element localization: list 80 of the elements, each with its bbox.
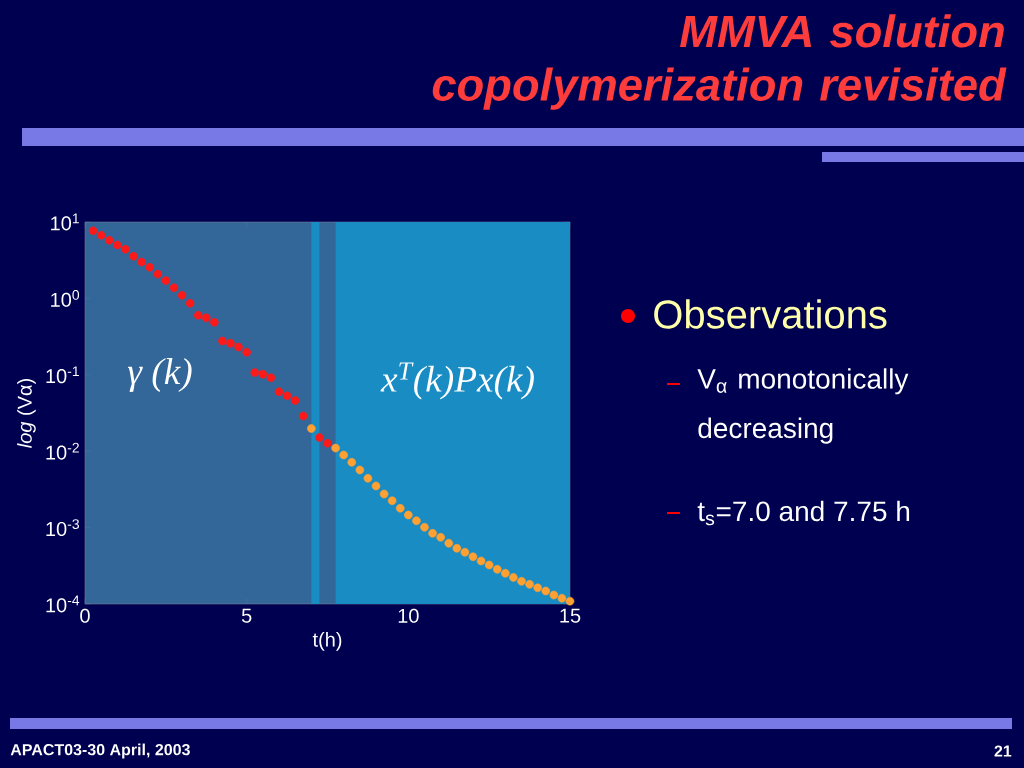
point: [420, 523, 429, 532]
point: [476, 556, 486, 566]
point: [444, 538, 454, 548]
point: [395, 504, 405, 513]
point: [549, 590, 559, 600]
x-tick-label: 0: [80, 608, 90, 623]
point: [541, 586, 551, 596]
point: [533, 583, 542, 593]
x-axis-title: t(h): [312, 632, 342, 651]
point: [290, 396, 300, 405]
point: [274, 387, 284, 396]
point: [492, 565, 502, 574]
point: [379, 489, 389, 499]
point: [210, 318, 219, 327]
point: [161, 276, 171, 285]
y-tick-label: 10$^{-3}$: [46, 519, 80, 537]
point: [113, 240, 122, 250]
x-tick-label: 5: [241, 608, 252, 623]
point: [96, 231, 106, 240]
point: [282, 391, 292, 401]
point: [412, 516, 421, 525]
point: [250, 368, 260, 377]
point: [258, 369, 268, 379]
x-tick-label: 15: [560, 608, 581, 623]
point: [525, 580, 534, 589]
point: [517, 577, 526, 586]
point: [185, 299, 195, 308]
y-tick-label: 10$^{0}$: [51, 289, 80, 307]
text: V$_{α}$ monotonically decreasing: [697, 368, 909, 444]
y-tick-label: 10$^{-2}$: [46, 442, 79, 460]
point: [298, 411, 308, 421]
text: t$_{s}$=7.0 and 7.75 h: [697, 500, 910, 526]
point: [129, 252, 138, 261]
point: [226, 339, 235, 348]
point: [371, 481, 381, 491]
point: [404, 510, 413, 520]
point: [104, 236, 114, 245]
point: [331, 443, 340, 453]
text: MMVA solution copolymerization revisited: [432, 14, 1007, 110]
point: [565, 596, 575, 606]
point: [177, 290, 187, 300]
text: 21: [994, 745, 1012, 757]
point: [234, 342, 243, 352]
point: [509, 573, 518, 582]
y-tick-label: 10$^{-4}$: [46, 595, 80, 613]
point: [307, 424, 316, 433]
point: [242, 348, 251, 357]
point: [484, 560, 494, 570]
point: [88, 226, 98, 235]
point: [193, 311, 203, 320]
point: [460, 548, 470, 557]
point: [363, 474, 373, 483]
text: Observations: [654, 299, 887, 329]
point: [169, 283, 179, 292]
point: [452, 544, 462, 553]
x-tick-label: 10: [398, 608, 419, 623]
annotation: γ (k): [127, 358, 192, 392]
point: [428, 529, 437, 538]
point: [218, 336, 227, 346]
point: [201, 313, 211, 323]
point: [468, 552, 478, 561]
point: [315, 433, 324, 442]
y-axis-title: log (Vα): [17, 379, 36, 448]
point: [557, 593, 567, 603]
y-tick-label: 10$^{-1}$: [46, 366, 79, 384]
point: [355, 465, 365, 475]
point: [137, 257, 146, 267]
point: [387, 496, 397, 505]
point: [347, 458, 357, 467]
annotation: x$^{T}$(k)Px(k): [380, 362, 534, 400]
point: [153, 269, 163, 279]
point: [121, 244, 130, 254]
text: APACT03-30 April, 2003: [10, 743, 190, 759]
point: [436, 533, 445, 542]
point: [323, 439, 332, 448]
y-tick-label: 10$^{1}$: [51, 213, 79, 231]
point: [266, 373, 276, 382]
point: [145, 263, 154, 272]
point: [501, 569, 510, 578]
point: [339, 450, 348, 460]
